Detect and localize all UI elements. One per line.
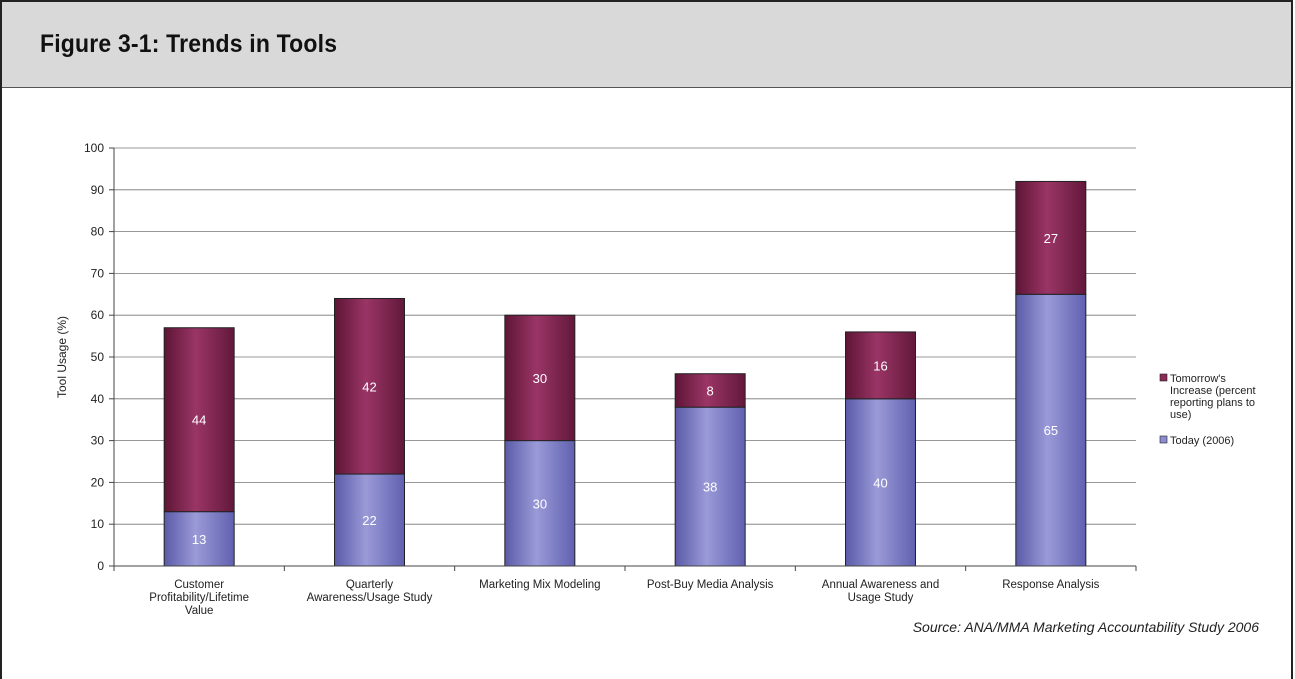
y-tick-label: 100 [84,141,104,155]
y-tick-label: 50 [91,350,105,364]
x-category-label: Awareness/Usage Study [307,592,433,604]
bar-today [504,440,576,567]
data-label-today: 65 [1044,423,1058,438]
data-label-tomorrow: 16 [873,358,887,373]
y-tick-label: 70 [91,266,105,280]
legend-label-today: Today (2006) [1170,435,1234,447]
source-note: Source: ANA/MMA Marketing Accountability… [912,619,1259,635]
y-tick-label: 90 [91,183,105,197]
legend-swatch-today [1159,435,1168,444]
x-category-label: Usage Study [848,592,914,604]
bar-tomorrow [1015,180,1087,295]
data-label-tomorrow: 44 [192,413,206,428]
y-tick-label: 10 [91,517,105,531]
data-label-today: 22 [362,513,376,528]
x-category-label: Post-Buy Media Analysis [647,579,774,591]
figure-header: Figure 3-1: Trends in Tools [2,2,1291,88]
bar-tomorrow [845,331,916,400]
legend-label-tomorrow: use) [1170,409,1191,421]
data-label-tomorrow: 30 [533,371,547,386]
y-tick-label: 40 [91,392,105,406]
bar-today [845,398,916,567]
bar-tomorrow [504,314,576,442]
x-category-label: Value [185,605,214,617]
legend-label-tomorrow: Tomorrow's [1170,373,1226,385]
legend-swatch-tomorrow [1159,373,1168,382]
y-tick-label: 20 [91,475,105,489]
x-category-label: Profitability/Lifetime [149,592,249,604]
y-axis-label: Tool Usage (%) [55,316,69,398]
x-category-label: Quarterly [346,579,394,591]
data-label-tomorrow: 42 [362,379,376,394]
y-tick-label: 0 [97,559,104,573]
y-tick-label: 80 [91,225,105,239]
bar-today [1015,293,1087,567]
bar-tomorrow [674,373,746,408]
x-category-label: Marketing Mix Modeling [479,579,600,591]
x-category-label: Response Analysis [1002,579,1099,591]
legend-label-tomorrow: Increase (percent [1170,385,1256,397]
x-category-label: Customer [174,579,224,591]
y-tick-label: 60 [91,308,105,322]
bar-tomorrow [334,297,405,475]
legend-label-tomorrow: reporting plans to [1170,397,1255,409]
data-label-today: 30 [533,496,547,511]
data-label-tomorrow: 8 [707,383,714,398]
data-label-today: 38 [703,480,717,495]
figure-title: Figure 3-1: Trends in Tools [40,30,338,58]
data-label-tomorrow: 27 [1044,231,1058,246]
data-label-today: 13 [192,532,206,547]
y-tick-label: 30 [91,434,105,448]
data-label-today: 40 [873,475,887,490]
x-category-label: Annual Awareness and [822,579,939,591]
bar-tomorrow [163,327,235,513]
bar-today [334,473,405,567]
